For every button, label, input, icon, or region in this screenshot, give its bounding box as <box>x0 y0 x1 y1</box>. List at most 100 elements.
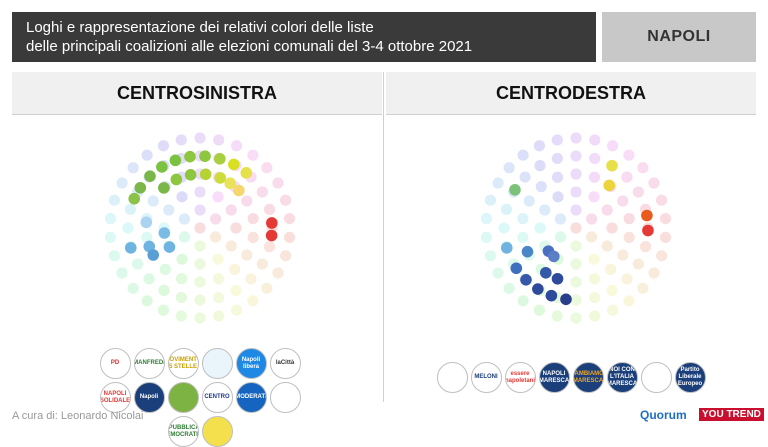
fratelli-italia-logo: MELONI <box>470 362 502 393</box>
faded-dot <box>209 231 222 243</box>
faded-dot <box>605 263 617 275</box>
la-citta-logo: laCittà <box>269 348 301 379</box>
faded-dot <box>570 204 582 216</box>
faded-dot <box>279 250 292 262</box>
faded-dot <box>230 284 242 296</box>
highlighted-dot <box>144 170 156 183</box>
faded-dot <box>247 149 259 161</box>
faded-dot <box>194 240 206 252</box>
centro-democratico-logo: CENTRO <box>201 382 233 413</box>
faded-dot <box>637 162 649 174</box>
faded-dot <box>209 213 222 225</box>
highlighted-dot <box>642 224 654 237</box>
page-title-box: Loghi e rappresentazione dei relativi co… <box>12 12 596 62</box>
faded-dot <box>570 258 582 270</box>
faded-dot <box>539 204 551 216</box>
highlighted-dot <box>548 250 560 263</box>
faded-dot <box>552 191 564 203</box>
highlighted-dot <box>214 152 226 165</box>
faded-dot <box>163 204 175 216</box>
highlighted-dot <box>169 154 182 167</box>
faded-dot <box>523 195 535 207</box>
psi-logo <box>269 382 301 413</box>
faded-dot <box>648 177 660 189</box>
faded-dot <box>272 177 284 189</box>
faded-dot <box>283 212 296 225</box>
highlighted-dot <box>163 241 176 253</box>
faded-dot <box>589 152 601 165</box>
faded-dot <box>639 241 652 253</box>
logos-centrosinistra: PDMANFREDIMOVIMENTO 5 STELLE Napoli liber… <box>86 348 314 447</box>
faded-dot <box>194 204 206 216</box>
faded-dot <box>108 250 121 262</box>
faded-dot <box>241 195 253 207</box>
faded-dot <box>637 282 649 294</box>
faded-dot <box>632 258 644 270</box>
faded-dot <box>108 194 121 206</box>
faded-dot <box>127 282 139 294</box>
highlighted-dot <box>551 272 564 285</box>
highlighted-dot <box>224 177 236 190</box>
noi-italia-logo: NOI CON L'ITALIA MARESCA <box>606 362 638 393</box>
city-label: NAPOLI <box>602 12 756 62</box>
faded-dot <box>175 310 187 322</box>
dot-wheel-centrosinistra <box>104 132 296 324</box>
highlighted-dot <box>184 150 196 163</box>
highlighted-dot <box>545 289 558 302</box>
faded-dot <box>272 267 284 279</box>
faded-dot <box>212 253 224 265</box>
europa-verde-logo <box>167 382 199 413</box>
faded-dot <box>617 195 629 207</box>
faded-dot <box>623 149 635 161</box>
napoli-solidale-logo <box>201 348 233 379</box>
faded-dot <box>484 250 497 262</box>
faded-dot <box>159 263 171 275</box>
panel-title-centrodestra: CENTRODESTRA <box>386 72 756 114</box>
faded-dot <box>283 231 296 244</box>
highlighted-dot <box>641 209 653 222</box>
highlighted-dot <box>128 192 141 205</box>
faded-dot <box>194 258 206 270</box>
faded-dot <box>492 177 504 189</box>
faded-dot <box>517 213 529 225</box>
faded-dot <box>178 231 191 243</box>
faded-dot <box>225 240 237 252</box>
faded-dot <box>551 171 564 183</box>
faded-dot <box>621 273 633 285</box>
column-divider <box>383 72 384 402</box>
faded-dot <box>230 222 242 234</box>
faded-dot <box>589 310 601 322</box>
faded-dot <box>229 263 241 275</box>
panel-title-centrosinistra: CENTROSINISTRA <box>12 72 382 114</box>
faded-dot <box>212 191 224 203</box>
faded-dot <box>585 213 598 225</box>
faded-dot <box>621 171 633 183</box>
highlighted-dot <box>199 150 211 162</box>
moderati-logo: MODERATI <box>235 382 267 413</box>
faded-dot <box>124 203 137 215</box>
highlighted-dot <box>265 229 278 242</box>
faded-dot <box>247 213 259 225</box>
faded-dot <box>519 171 531 183</box>
highlighted-dot <box>134 181 147 194</box>
faded-dot <box>588 253 600 265</box>
dot-wheel-centrodestra <box>480 132 672 324</box>
faded-dot <box>178 213 191 225</box>
faded-dot <box>503 282 515 294</box>
faded-dot <box>480 212 493 225</box>
faded-dot <box>623 213 635 225</box>
highlighted-dot <box>158 182 170 194</box>
faded-dot <box>176 191 188 203</box>
faded-dot <box>141 149 153 161</box>
page-title-line-2: delle principali coalizioni alle elezion… <box>26 38 473 55</box>
faded-dot <box>492 267 504 279</box>
faded-dot <box>480 231 493 244</box>
highlighted-dot <box>603 179 616 192</box>
page-title-line-1: Loghi e rappresentazione dei relativi co… <box>26 19 374 36</box>
faded-dot <box>517 295 529 307</box>
highlighted-dot <box>521 245 534 258</box>
quorum-logo: Quorum <box>640 408 687 422</box>
highlighted-dot <box>520 273 532 286</box>
faded-dot <box>655 194 668 206</box>
faded-dot <box>231 304 243 316</box>
